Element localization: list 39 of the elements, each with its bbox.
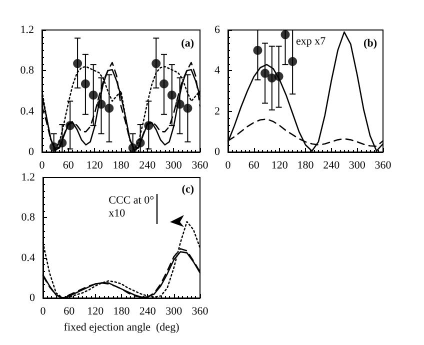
- x-tick-label: 300: [166, 306, 183, 318]
- x-tick-label: 60: [64, 306, 76, 318]
- y-tick-label: 1.2: [21, 172, 35, 184]
- y-tick-label: 0: [214, 146, 220, 158]
- y-tick-label: 6: [214, 24, 220, 36]
- x-tick-label: 60: [62, 160, 74, 172]
- y-tick-label: 0: [30, 292, 36, 304]
- annotation: CCC at 0° x10: [108, 194, 154, 220]
- x-tick-label: 300: [348, 160, 366, 172]
- y-tick-label: 4: [214, 64, 220, 77]
- y-tick-label: 2: [214, 105, 220, 118]
- annotation: (b): [364, 38, 378, 50]
- annotation: exp x7: [296, 36, 326, 48]
- x-tick-label: 180: [113, 306, 130, 318]
- x-tick-label: 360: [192, 160, 209, 172]
- x-tick-label: 360: [374, 160, 392, 172]
- x-tick-label: 0: [39, 160, 46, 172]
- x-tick-label: 0: [40, 306, 46, 318]
- x-tick-label: 0: [225, 160, 232, 172]
- y-tick-label: 1.2: [20, 24, 34, 36]
- annotation: (a): [181, 38, 194, 50]
- y-tick-label: 0.4: [20, 105, 34, 118]
- x-tick-label: 360: [192, 306, 209, 318]
- x-tick-label: 300: [165, 160, 182, 172]
- x-tick-label: 120: [86, 160, 104, 172]
- x-tick-label: 240: [139, 306, 156, 318]
- x-tick-label: 240: [139, 160, 156, 172]
- y-tick-label: 0: [28, 146, 34, 158]
- x-tick-label: 60: [248, 160, 260, 172]
- annotation: (c): [182, 184, 194, 196]
- x-tick-label: 180: [112, 160, 130, 172]
- y-tick-label: 0.4: [21, 252, 36, 264]
- x-tick-label: 120: [271, 160, 288, 172]
- x-tick-label: 240: [323, 160, 340, 172]
- x-tick-label: 120: [87, 306, 104, 318]
- x-tick-label: 180: [297, 160, 314, 172]
- y-tick-label: 0.8: [21, 212, 36, 224]
- x-axis-title: fixed ejection angle (deg): [64, 321, 180, 334]
- y-tick-label: 0.8: [20, 64, 34, 77]
